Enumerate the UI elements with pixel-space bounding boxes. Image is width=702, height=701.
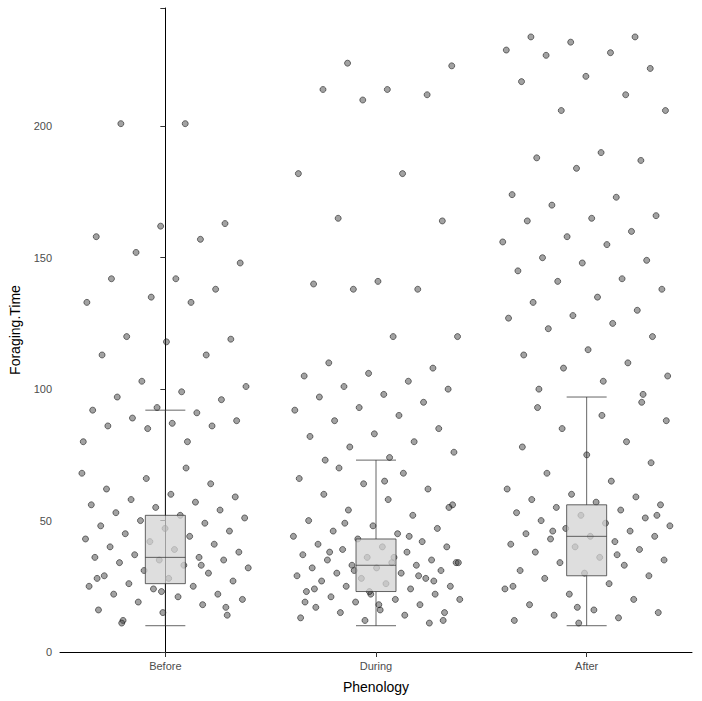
svg-text:0: 0: [46, 646, 52, 658]
svg-text:After: After: [575, 660, 599, 672]
svg-text:200: 200: [34, 120, 52, 132]
svg-text:Before: Before: [149, 660, 181, 672]
svg-text:150: 150: [34, 252, 52, 264]
svg-text:50: 50: [40, 515, 52, 527]
svg-text:Phenology: Phenology: [343, 679, 409, 695]
svg-text:100: 100: [34, 383, 52, 395]
svg-text:Foraging.Time: Foraging.Time: [7, 285, 23, 375]
svg-text:During: During: [360, 660, 392, 672]
